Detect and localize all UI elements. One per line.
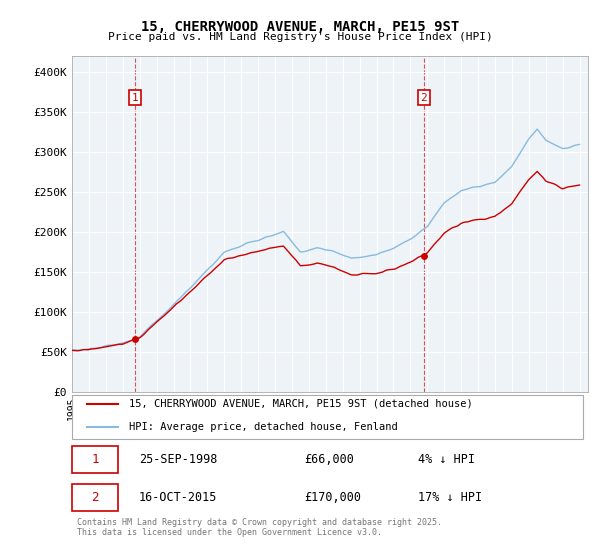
Text: 2: 2 bbox=[421, 92, 427, 102]
Text: 15, CHERRYWOOD AVENUE, MARCH, PE15 9ST (detached house): 15, CHERRYWOOD AVENUE, MARCH, PE15 9ST (… bbox=[129, 399, 473, 409]
Text: 25-SEP-1998: 25-SEP-1998 bbox=[139, 453, 217, 466]
Text: HPI: Average price, detached house, Fenland: HPI: Average price, detached house, Fenl… bbox=[129, 422, 398, 432]
Text: Contains HM Land Registry data © Crown copyright and database right 2025.
This d: Contains HM Land Registry data © Crown c… bbox=[77, 518, 442, 538]
Text: 1: 1 bbox=[91, 453, 99, 466]
Text: 17% ↓ HPI: 17% ↓ HPI bbox=[418, 491, 482, 504]
Text: 2: 2 bbox=[91, 491, 99, 504]
FancyBboxPatch shape bbox=[72, 484, 118, 511]
Text: 1: 1 bbox=[132, 92, 139, 102]
FancyBboxPatch shape bbox=[72, 395, 583, 438]
Text: £170,000: £170,000 bbox=[304, 491, 361, 504]
Text: Price paid vs. HM Land Registry's House Price Index (HPI): Price paid vs. HM Land Registry's House … bbox=[107, 32, 493, 43]
Text: 15, CHERRYWOOD AVENUE, MARCH, PE15 9ST: 15, CHERRYWOOD AVENUE, MARCH, PE15 9ST bbox=[141, 20, 459, 34]
Text: 16-OCT-2015: 16-OCT-2015 bbox=[139, 491, 217, 504]
Text: £66,000: £66,000 bbox=[304, 453, 354, 466]
FancyBboxPatch shape bbox=[72, 446, 118, 473]
Text: 4% ↓ HPI: 4% ↓ HPI bbox=[418, 453, 475, 466]
